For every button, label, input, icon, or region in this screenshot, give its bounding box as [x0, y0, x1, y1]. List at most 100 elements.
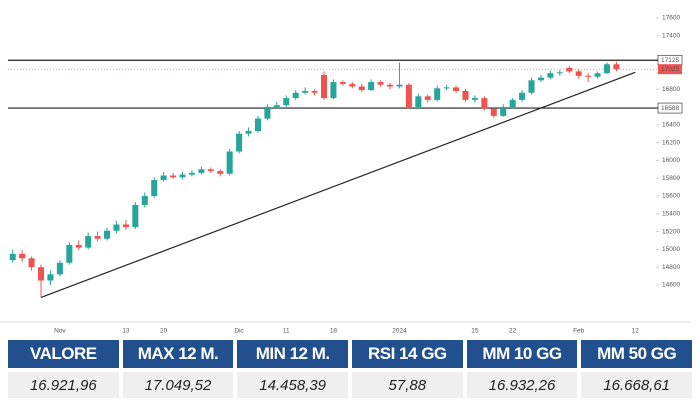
candle-body — [330, 82, 337, 99]
candle-body — [415, 96, 422, 107]
candle-body — [85, 236, 92, 248]
candle-body — [490, 108, 497, 116]
candle-body — [424, 96, 431, 100]
candle-body — [339, 82, 346, 84]
candle-body — [471, 98, 478, 100]
candle-body — [66, 244, 73, 263]
table-header: MAX 12 M. — [122, 340, 234, 368]
candle-body — [302, 90, 309, 93]
x-tick-label: 18 — [330, 328, 338, 335]
stats-table: VALORE MAX 12 M. MIN 12 M. RSI 14 GG MM 10 G… — [8, 340, 692, 398]
level-label: 16588 — [661, 105, 679, 112]
candle-body — [575, 71, 582, 76]
candle-body — [462, 90, 469, 100]
y-tick-label: 15000 — [662, 246, 680, 253]
candle-body — [556, 72, 563, 74]
candle-body — [226, 151, 233, 174]
x-tick-label: Dic — [234, 328, 244, 335]
level-label: 17125 — [661, 57, 679, 64]
candle-body — [453, 87, 460, 91]
candle-body — [273, 105, 280, 107]
candle-body — [613, 64, 620, 70]
table-header: VALORE — [8, 340, 119, 368]
y-tick-label: 17600 — [662, 15, 680, 22]
y-tick-label: 16400 — [662, 122, 680, 129]
candle-body — [188, 172, 195, 175]
candle-body — [349, 83, 356, 87]
y-tick-label: 15600 — [662, 193, 680, 200]
candle-body — [405, 84, 412, 107]
candle-body — [207, 169, 214, 172]
x-tick-label: 13 — [122, 328, 130, 335]
table-header: MM 10 GG — [466, 340, 578, 368]
candle-body — [9, 253, 16, 261]
candle-body — [254, 118, 261, 132]
trendline — [40, 71, 636, 299]
table-value: 16.668,61 — [581, 372, 692, 398]
candle-body — [537, 77, 544, 81]
table-value: 17.049,52 — [122, 372, 234, 398]
candle-body — [585, 75, 592, 77]
candle-body — [217, 171, 224, 174]
candle-body — [519, 92, 526, 100]
candle-body — [236, 133, 243, 152]
y-tick-label: 15800 — [662, 175, 680, 182]
candle-body — [179, 174, 186, 178]
table-value: 57,88 — [351, 372, 463, 398]
x-tick-label: 22 — [509, 328, 517, 335]
candle-body — [141, 196, 148, 205]
y-tick-label: 17400 — [662, 33, 680, 40]
candle-body — [122, 224, 129, 228]
y-tick-label: 14600 — [662, 282, 680, 289]
candle-body — [170, 175, 177, 178]
candle-body — [528, 80, 535, 93]
x-tick-label: 2024 — [392, 328, 407, 335]
candle-body — [132, 204, 139, 228]
candle-body — [37, 267, 45, 281]
candle-body — [358, 86, 365, 91]
candle-body — [160, 175, 167, 180]
x-tick-label: 12 — [632, 328, 640, 335]
table-value: 14.458,39 — [237, 372, 348, 398]
table-header: RSI 14 GG — [351, 340, 463, 368]
y-tick-label: 15400 — [662, 211, 680, 218]
candle-body — [56, 262, 63, 275]
table-header: MIN 12 M. — [237, 340, 348, 368]
last-price-box — [658, 64, 682, 75]
candle-body — [320, 74, 328, 99]
candle-body — [481, 98, 488, 109]
y-tick-label: 16200 — [662, 139, 680, 146]
y-tick-label: 15200 — [662, 228, 680, 235]
y-tick-label: 14800 — [662, 264, 680, 271]
candle-body — [396, 84, 403, 87]
table-value: 16.921,96 — [8, 372, 119, 398]
x-tick-label: Nov — [54, 328, 66, 335]
x-tick-label: 20 — [160, 328, 168, 335]
candle-body — [94, 236, 101, 239]
candle-body — [292, 92, 299, 99]
candle-body — [104, 230, 111, 239]
candle-body — [594, 73, 601, 77]
candle-body — [47, 274, 54, 281]
candle-body — [377, 82, 384, 85]
candle-body — [603, 64, 611, 74]
candle-body — [368, 82, 375, 91]
x-tick-label: Feb — [573, 328, 585, 335]
candle-body — [264, 107, 271, 119]
candle-body — [283, 98, 290, 106]
y-tick-label: 16000 — [662, 157, 680, 164]
candle-body — [151, 179, 158, 196]
candle-body — [500, 107, 507, 116]
x-tick-label: 15 — [471, 328, 479, 335]
candle-body — [387, 84, 394, 87]
candle-body — [547, 73, 554, 78]
candle-body — [443, 87, 450, 89]
candle-body — [19, 253, 26, 259]
candle-body — [311, 90, 318, 93]
candle-body — [75, 244, 82, 248]
candle-body — [28, 258, 35, 268]
level-label-box — [657, 102, 683, 114]
y-tick-label: 16800 — [662, 86, 680, 93]
candle-body — [566, 67, 573, 72]
candle-body — [113, 224, 120, 231]
